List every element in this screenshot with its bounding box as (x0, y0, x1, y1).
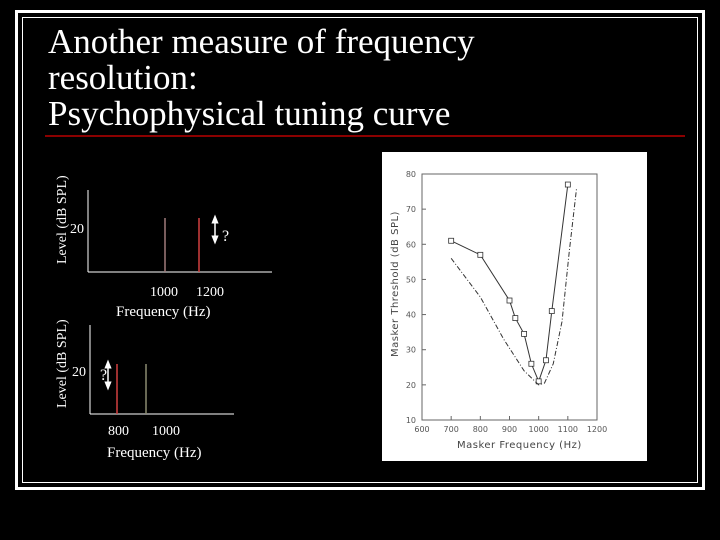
data-point (543, 357, 549, 364)
title-line-3: Psychophysical tuning curve (48, 94, 451, 133)
data-point (512, 315, 519, 321)
tuning-curve-svg: 10 20 30 40 50 60 70 80 600 700 800 900 1000 1100 1200… (390, 170, 607, 451)
data-point (528, 360, 535, 367)
title-line-1: Another measure of frequency (48, 22, 475, 61)
dash-dot-series-line (450, 187, 578, 386)
top-schematic: Level (dB SPL) 20 ? 1000 1200 Frequency … (55, 175, 272, 320)
data-point (535, 378, 542, 385)
top-question-mark: ? (222, 228, 229, 245)
y-tick-label: 40 (406, 311, 416, 320)
x-tick-label: 1100 (558, 425, 578, 434)
plot-frame (421, 173, 598, 421)
bottom-xtick-1000: 1000 (152, 424, 180, 439)
data-point (477, 251, 484, 258)
data-point (506, 297, 513, 304)
x-tick-label: 600 (414, 425, 429, 434)
slide-inner-frame (22, 17, 698, 483)
data-point (548, 308, 555, 314)
slide-outer-frame (15, 10, 705, 490)
title-underline (45, 135, 685, 137)
measured-series-line (450, 184, 569, 383)
y-tick-label: 30 (406, 346, 416, 355)
x-tick-label: 900 (502, 425, 517, 434)
top-xtick-1000: 1000 (150, 285, 178, 300)
x-tick-label: 700 (444, 425, 459, 434)
bottom-ytick-20: 20 (72, 365, 86, 380)
x-tick-label: 1200 (587, 425, 607, 434)
y-tick-label: 10 (406, 416, 416, 425)
bottom-schematic: Level (dB SPL) 20 ? 800 1000 Frequency (… (55, 319, 234, 461)
y-tick-label: 60 (406, 240, 416, 249)
tuning-curve-ylabel: Masker Threshold (dB SPL) (390, 211, 401, 357)
data-point (448, 237, 455, 244)
y-tick-label: 50 (406, 275, 416, 284)
y-tick-label: 70 (406, 205, 416, 214)
x-tick-label: 1000 (528, 425, 548, 434)
top-xtick-1200: 1200 (196, 285, 224, 300)
tuning-curve-xlabel: Masker Frequency (Hz) (457, 440, 582, 451)
top-xlabel: Frequency (Hz) (116, 304, 211, 320)
bottom-xlabel: Frequency (Hz) (107, 445, 202, 461)
y-tick-label: 20 (406, 381, 416, 390)
y-tick-label: 80 (406, 170, 416, 179)
bottom-xtick-800: 800 (108, 424, 129, 439)
data-point (564, 181, 571, 188)
bottom-question-mark: ? (100, 367, 107, 384)
tuning-curve-plot (448, 181, 578, 386)
data-point (521, 330, 527, 337)
slide-title: Another measure of frequency resolution:… (48, 24, 475, 132)
x-tick-label: 800 (473, 425, 488, 434)
tuning-curve-axes: 10 20 30 40 50 60 70 80 600 700 800 900 1000 1100 1200 (406, 170, 607, 434)
top-ylabel: Level (dB SPL) (55, 175, 70, 264)
bottom-ylabel: Level (dB SPL) (55, 319, 70, 408)
title-line-2: resolution: (48, 58, 198, 97)
tuning-curve-figure: 10 20 30 40 50 60 70 80 600 700 800 900 1000 1100 1200… (382, 152, 647, 461)
top-ytick-20: 20 (70, 222, 84, 237)
